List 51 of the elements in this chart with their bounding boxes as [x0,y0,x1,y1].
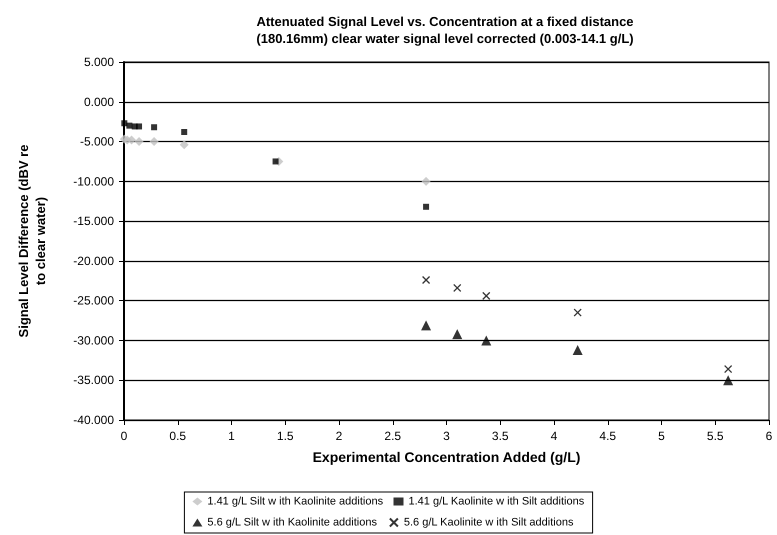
y-tick-label: -25.000 [73,294,114,308]
x-tick-label: 6 [766,429,773,443]
x-tick-label: 4.5 [599,429,616,443]
point [150,137,159,146]
point [422,276,430,284]
point [136,123,142,130]
point [482,292,490,300]
x-tick-label: 2.5 [384,429,402,443]
x-tick-label: 1 [228,429,236,443]
x-tick-label: 5.5 [706,429,724,443]
point [421,320,432,330]
point [572,344,583,355]
x-tick-label: 1.5 [276,429,294,443]
point [452,329,462,340]
point [272,158,279,164]
y-tick-label: -30.000 [73,333,114,348]
point [453,284,462,292]
legend-label: 5.6 g/L Kaolinite w ith Silt additions [404,516,574,528]
x-tick-label: 0 [120,429,128,443]
point [151,124,158,130]
point [180,140,189,150]
point [181,129,188,136]
point [422,176,431,186]
y-tick-label: -15.000 [73,214,114,228]
y-tick-label: -40.000 [73,413,114,427]
point [134,137,144,146]
y-tick-label: -5.000 [80,134,114,149]
y-tick-label: -35.000 [73,373,114,388]
point [574,308,582,317]
chart-title: Attenuated Signal Level vs. Concentration at a fixed distance (180.16mm) clear water signal level corrected (0.003-14.1 g/L) [256,14,634,46]
y-tick-label: 5.000 [84,55,114,69]
x-tick-label: 0.5 [169,429,186,443]
y-tick-label: -20.000 [73,254,114,268]
x-tick-label: 5 [658,429,666,443]
y-tick-label: -10.000 [73,174,114,188]
point [723,375,734,386]
x-axis-title: Experimental Concentration Added (g/L) [312,449,580,465]
y-tick-label: 0.000 [84,94,114,109]
x-tick-label: 4 [550,429,558,443]
x-tick-label: 3.5 [492,429,509,443]
point [724,364,732,374]
point [127,135,136,144]
point [481,335,492,346]
y-axis-title: Signal Level Difference (dBV re to clear water) [16,144,48,338]
x-tick-label: 3 [443,429,450,443]
x-tick-label: 2 [336,429,343,443]
legend-label: 1.41 g/L Kaolinite w ith Silt additions [408,496,585,508]
point [126,122,132,129]
legend-label: 1.41 g/L Silt w ith Kaolinite additions [207,496,384,508]
point [423,204,430,210]
legend-label: 5.6 g/L Silt w ith Kaolinite additions [207,516,378,528]
